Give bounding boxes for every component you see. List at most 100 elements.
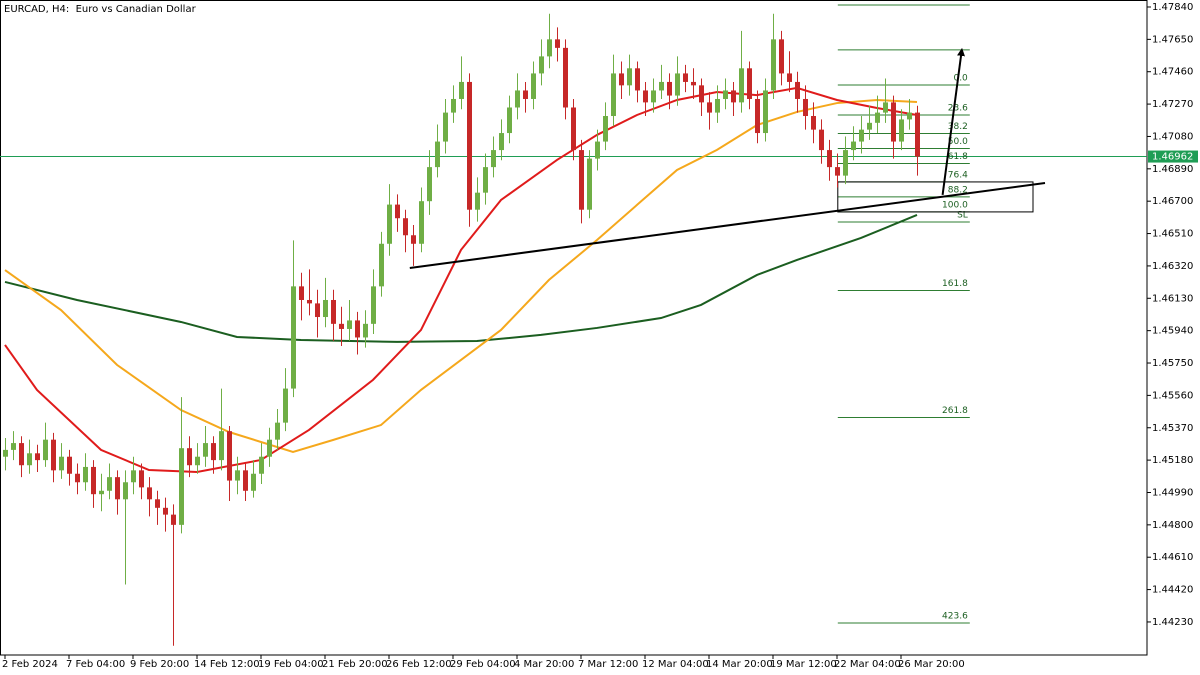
- x-tick-label: 14 Feb 12:00: [194, 659, 260, 670]
- x-tick-label: 26 Feb 12:00: [386, 659, 452, 670]
- candle-body: [739, 68, 744, 103]
- candle-body: [339, 323, 344, 329]
- candle-body: [347, 320, 352, 329]
- candle-body: [259, 456, 264, 474]
- moving-average: [4, 86, 918, 474]
- candle-body: [187, 448, 192, 466]
- candle-body: [379, 243, 384, 287]
- candle-body: [915, 112, 920, 157]
- candle-body: [115, 477, 120, 500]
- candle-body: [483, 167, 488, 193]
- candle-body: [27, 453, 32, 466]
- candle-body: [123, 482, 128, 500]
- candle-body: [819, 129, 824, 151]
- target-arrow: [941, 47, 965, 196]
- candle-body: [19, 443, 24, 466]
- candle-body: [403, 218, 408, 236]
- y-tick-label: 1.45750: [1152, 358, 1193, 369]
- candle-body: [611, 73, 616, 117]
- candle-body: [747, 68, 752, 99]
- candle-body: [515, 90, 520, 108]
- y-tick-label: 1.47650: [1152, 34, 1193, 45]
- y-tick-label: 1.45370: [1152, 423, 1193, 434]
- fib-label: 61.8: [948, 152, 968, 162]
- candle-body: [811, 116, 816, 130]
- candle-body: [507, 107, 512, 134]
- y-tick-label: 1.47080: [1152, 131, 1193, 142]
- candle-body: [67, 456, 72, 474]
- candle-body: [99, 490, 104, 495]
- y-tick-label: 1.44990: [1152, 487, 1193, 498]
- plot-frame: [0, 0, 1148, 656]
- x-tick-label: 22 Mar 04:00: [834, 659, 901, 670]
- candle-body: [643, 90, 648, 103]
- plot-area: 0.0 23.6 38.2 50.0 61.8 76.4 88.2 100.0SL 161.8 2…: [0, 4, 1147, 646]
- candle-body: [443, 112, 448, 142]
- candle-body: [699, 85, 704, 103]
- candle-body: [539, 56, 544, 74]
- candle-body: [691, 81, 696, 86]
- candle-body: [267, 439, 272, 457]
- candle-body: [883, 102, 888, 113]
- candle-body: [107, 477, 112, 491]
- y-tick-label: 1.44230: [1152, 617, 1193, 628]
- candle-body: [755, 98, 760, 134]
- candle-body: [163, 507, 168, 515]
- y-tick-label: 1.45940: [1152, 326, 1193, 337]
- candle-body: [571, 107, 576, 151]
- fib-label: 100.0: [942, 200, 968, 210]
- x-tick-label: 26 Mar 20:00: [898, 659, 965, 670]
- candle-body: [835, 167, 840, 176]
- candle-body: [179, 448, 184, 525]
- candle-body: [59, 456, 64, 471]
- candle-body: [491, 150, 496, 168]
- candle-body: [803, 98, 808, 117]
- candle-body: [155, 499, 160, 508]
- candle-body: [35, 453, 40, 461]
- candle-body: [323, 299, 328, 318]
- current-price-box: [1148, 150, 1198, 163]
- fib-label: SL: [957, 210, 968, 220]
- candle-body: [707, 102, 712, 113]
- candle-body: [11, 443, 16, 450]
- candle-body: [683, 73, 688, 82]
- y-tick-label: 1.46130: [1152, 293, 1193, 304]
- fib-label: 76.4: [948, 170, 968, 180]
- candle-body: [891, 102, 896, 142]
- candle-body: [867, 122, 872, 130]
- candle-body: [331, 299, 336, 324]
- current-price-label: 1.46962: [1152, 152, 1193, 163]
- x-tick-label: 4 Mar 20:00: [514, 659, 574, 670]
- candle-body: [363, 323, 368, 338]
- candle-body: [435, 141, 440, 168]
- candle-body: [283, 388, 288, 423]
- candle-body: [843, 150, 848, 176]
- x-tick-label: 19 Mar 12:00: [770, 659, 837, 670]
- candle-body: [619, 73, 624, 86]
- candle-body: [659, 81, 664, 91]
- candle-body: [459, 81, 464, 99]
- fib-label: 261.8: [942, 406, 968, 416]
- candle-body: [851, 141, 856, 151]
- candle-body: [579, 150, 584, 210]
- candle-body: [419, 201, 424, 244]
- x-tick-label: 7 Mar 12:00: [578, 659, 638, 670]
- candle-body: [499, 133, 504, 151]
- fib-label: 423.6: [942, 611, 968, 621]
- candle-body: [387, 204, 392, 244]
- candle-body: [411, 235, 416, 244]
- x-tick-label: 9 Feb 20:00: [130, 659, 189, 670]
- candle-body: [715, 98, 720, 113]
- candle-body: [83, 466, 88, 483]
- candle-body: [211, 443, 216, 461]
- x-tick-label: 29 Feb 04:00: [450, 659, 516, 670]
- candle-body: [475, 192, 480, 210]
- candle-body: [227, 431, 232, 481]
- x-tick-label: 14 Mar 20:00: [706, 659, 773, 670]
- moving-average: [4, 98, 918, 453]
- candle-body: [467, 81, 472, 210]
- candle-body: [651, 90, 656, 103]
- candle-body: [723, 90, 728, 99]
- fib-label: 88.2: [948, 185, 968, 195]
